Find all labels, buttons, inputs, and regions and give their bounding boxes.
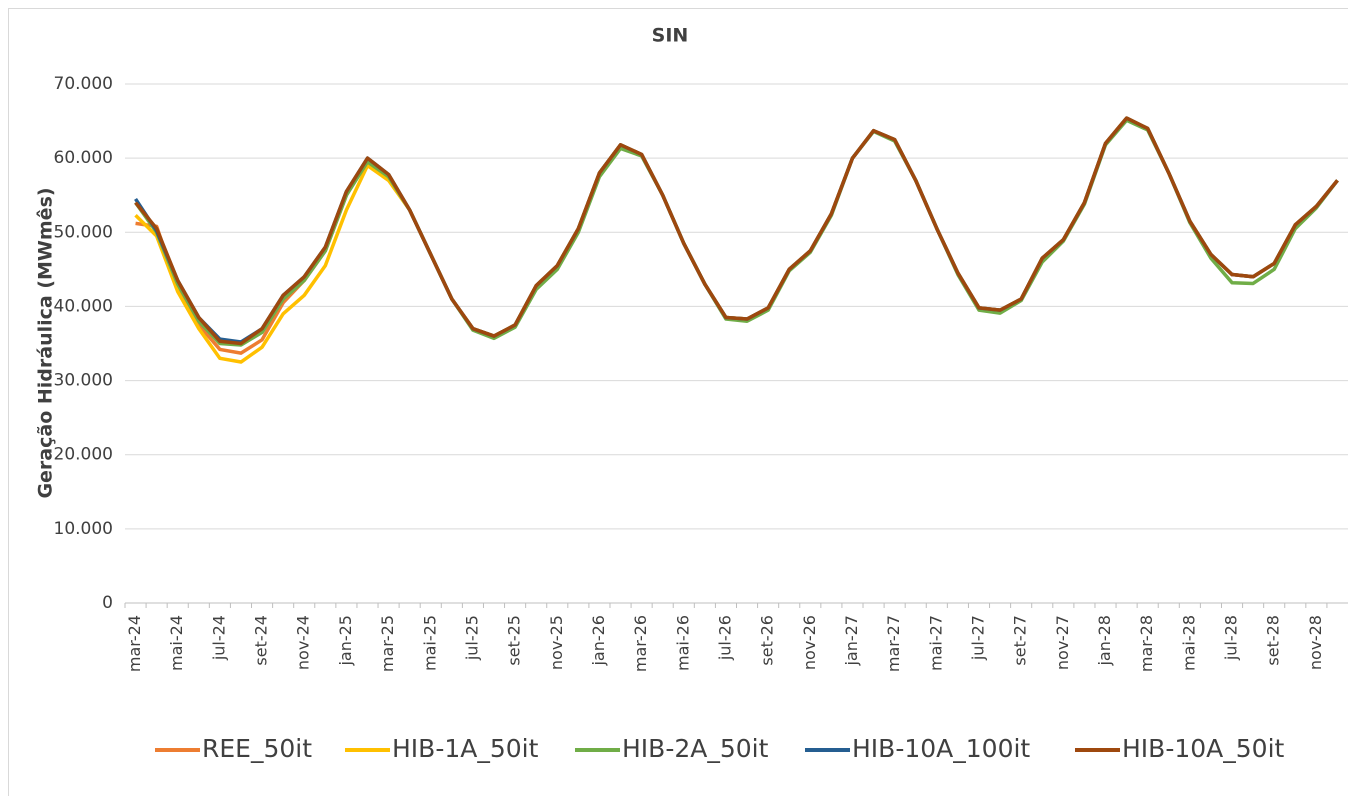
y-tick-label: 30.000: [54, 371, 113, 391]
y-tick-label: 70.000: [54, 74, 113, 94]
legend-label: HIB-10A_50it: [1122, 734, 1285, 763]
x-tick-label: mai-28: [1179, 615, 1198, 671]
x-tick-label: jan-28: [1095, 615, 1114, 667]
x-tick-label: set-28: [1264, 615, 1283, 666]
x-tick-label: mai-27: [926, 615, 945, 671]
x-tick-label: nov-25: [547, 615, 566, 670]
x-tick-label: jul-27: [968, 615, 987, 661]
x-tick-label: set-25: [505, 615, 524, 666]
x-tick-label: jul-28: [1222, 615, 1241, 661]
x-tick-label: jan-27: [842, 615, 861, 667]
y-tick-label: 10.000: [54, 519, 113, 539]
y-tick-label: 20.000: [54, 445, 113, 465]
legend-label: REE_50it: [202, 734, 312, 763]
x-tick-label: set-27: [1011, 615, 1030, 666]
y-axis-label: Geração Hidráulica (MWmês): [35, 187, 57, 498]
y-tick-label: 60.000: [54, 148, 113, 168]
x-tick-label: mar-24: [125, 615, 144, 672]
x-tick-label: mai-26: [673, 615, 692, 671]
chart-frame: [8, 8, 1348, 796]
x-tick-label: set-24: [252, 615, 271, 666]
x-tick-label: nov-26: [800, 615, 819, 670]
x-tick-label: nov-24: [294, 615, 313, 670]
legend-label: HIB-10A_100it: [852, 734, 1030, 763]
x-tick-label: nov-28: [1306, 615, 1325, 670]
x-tick-label: jul-25: [462, 615, 481, 661]
x-tick-label: mai-24: [167, 615, 186, 671]
x-tick-label: jul-26: [715, 615, 734, 661]
x-tick-label: mar-26: [631, 615, 650, 672]
x-tick-label: set-26: [758, 615, 777, 666]
x-tick-label: mai-25: [420, 615, 439, 671]
y-tick-label: 0: [102, 593, 113, 613]
series-line: [134, 116, 1339, 346]
x-tick-label: jan-26: [589, 615, 608, 667]
legend-label: HIB-1A_50it: [392, 734, 539, 763]
y-tick-label: 40.000: [54, 296, 113, 316]
x-tick-label: jul-24: [209, 615, 228, 661]
series-line: [134, 116, 1339, 364]
y-tick-label: 50.000: [54, 222, 113, 242]
x-tick-label: jan-25: [336, 615, 355, 667]
x-tick-label: mar-27: [884, 615, 903, 672]
x-tick-label: mar-28: [1137, 615, 1156, 672]
x-tick-label: mar-25: [378, 615, 397, 672]
chart-title: SIN: [652, 25, 689, 47]
legend-label: HIB-2A_50it: [622, 734, 769, 763]
x-tick-label: nov-27: [1053, 615, 1072, 670]
